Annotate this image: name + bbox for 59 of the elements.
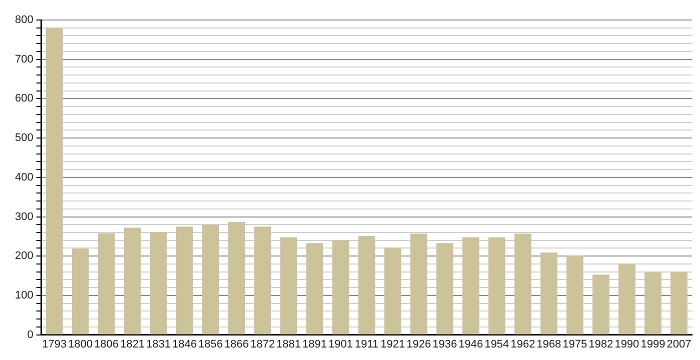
- bar: [124, 228, 141, 334]
- bar: [254, 226, 272, 334]
- x-tick-label: 1846: [172, 338, 197, 350]
- bar: [176, 226, 193, 334]
- bar: [410, 234, 428, 334]
- bar: [592, 274, 610, 334]
- x-tick-label: 1946: [458, 338, 484, 350]
- y-tick-label: 100: [14, 289, 34, 302]
- y-tick-label: 400: [14, 171, 34, 184]
- x-tick-label: 1806: [94, 338, 119, 350]
- y-tick-label: 700: [14, 53, 34, 66]
- x-tick-label: 1856: [198, 338, 223, 350]
- x-tick-label: 1821: [120, 338, 145, 350]
- x-tick-label: 1926: [406, 338, 431, 350]
- x-tick-label: 1831: [146, 338, 171, 350]
- bar: [280, 237, 298, 334]
- y-tick-label: 800: [14, 14, 34, 26]
- bar: [46, 28, 63, 334]
- bar: [618, 264, 636, 334]
- bar: [514, 234, 532, 334]
- x-tick-label: 1866: [224, 338, 249, 350]
- bar: [488, 237, 506, 334]
- bar: [306, 243, 324, 334]
- x-tick-label: 1800: [68, 338, 93, 350]
- bar: [384, 247, 402, 334]
- x-tick-label: 1891: [302, 338, 327, 350]
- bar: [228, 222, 246, 334]
- bar: [436, 243, 454, 334]
- y-tick-label: 0: [27, 328, 34, 341]
- x-tick-label: 1921: [380, 338, 405, 350]
- x-tick-label: 1911: [354, 338, 379, 350]
- x-tick-label: 1901: [328, 338, 353, 350]
- bar: [358, 236, 376, 334]
- x-tick-label: 1881: [276, 338, 301, 350]
- x-tick-label: 1990: [614, 338, 640, 350]
- y-tick-label: 600: [14, 92, 34, 105]
- x-tick-label: 1982: [588, 338, 614, 350]
- x-tick-label: 2007: [666, 338, 692, 350]
- bar: [202, 225, 219, 334]
- bar: [98, 233, 115, 334]
- bar: [670, 272, 688, 334]
- bar: [540, 252, 558, 334]
- bar: [462, 237, 480, 334]
- x-tick-label: 1936: [432, 338, 457, 350]
- y-tick-label: 300: [14, 210, 34, 223]
- bar: [332, 240, 350, 334]
- x-tick-label: 1962: [510, 338, 536, 350]
- bar: [150, 232, 167, 334]
- x-tick-label: 1975: [562, 338, 588, 350]
- y-tick-label: 500: [14, 132, 34, 144]
- bar: [566, 255, 584, 334]
- x-tick-label: 1954: [484, 338, 510, 350]
- x-tick-label: 1793: [42, 338, 67, 350]
- x-tick-label: 1968: [536, 338, 562, 350]
- x-tick-label: 1872: [250, 338, 275, 350]
- x-tick-label: 1999: [640, 338, 666, 350]
- bar: [644, 272, 662, 334]
- y-tick-label: 200: [14, 250, 34, 262]
- bar: [72, 248, 89, 334]
